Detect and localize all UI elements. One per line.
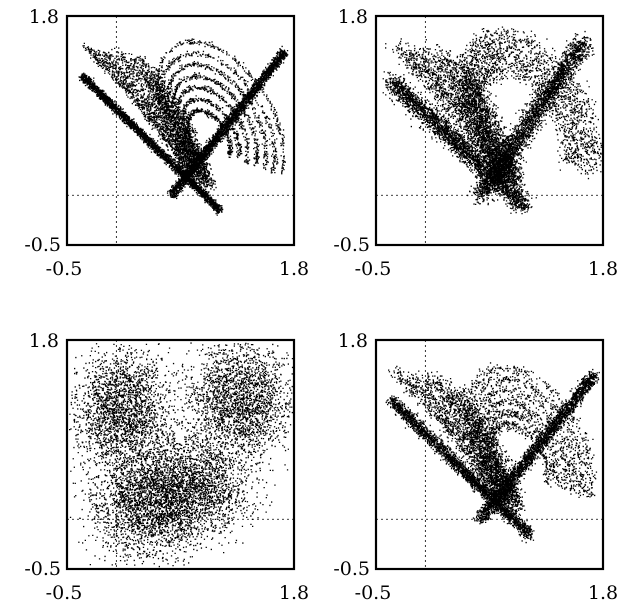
plot-frame [374, 338, 605, 571]
x-tick-label-max: 1.8 [588, 582, 618, 604]
y-tick-label-max: 1.8 [338, 6, 368, 28]
scatter-points [385, 362, 600, 544]
y-tick-label-max: 1.8 [338, 330, 368, 352]
point-cloud [78, 38, 289, 216]
point-cloud [385, 362, 600, 544]
panel-bottom-left: 1.8 -0.5-0.5 1.8 [24, 330, 309, 604]
point-cloud [382, 26, 603, 215]
plot-frame [65, 338, 296, 571]
point-cloud [69, 342, 294, 568]
x-tick-label-max: 1.8 [279, 258, 309, 280]
panel-top-left: 1.8 -0.5-0.5 1.8 [24, 6, 309, 280]
panel-bottom-right: 1.8 -0.5-0.5 1.8 [333, 330, 618, 604]
scatter-points [69, 342, 294, 568]
plot-frame [374, 14, 605, 247]
y-tick-label-max: 1.8 [29, 330, 59, 352]
x-tick-label-min: -0.5 [355, 258, 392, 280]
x-tick-label-max: 1.8 [279, 582, 309, 604]
y-tick-label-min: -0.5 [24, 558, 61, 580]
x-tick-label-min: -0.5 [355, 582, 392, 604]
x-tick-label-min: -0.5 [46, 258, 83, 280]
y-tick-label-max: 1.8 [29, 6, 59, 28]
x-tick-label-max: 1.8 [588, 258, 618, 280]
scatter-points [78, 38, 289, 216]
plot-frame [65, 14, 296, 247]
x-tick-label-min: -0.5 [46, 582, 83, 604]
scatter-points [382, 26, 603, 215]
y-tick-label-min: -0.5 [24, 234, 61, 256]
y-tick-label-min: -0.5 [333, 558, 370, 580]
y-tick-label-min: -0.5 [333, 234, 370, 256]
panel-top-right: 1.8 -0.5-0.5 1.8 [333, 6, 618, 280]
